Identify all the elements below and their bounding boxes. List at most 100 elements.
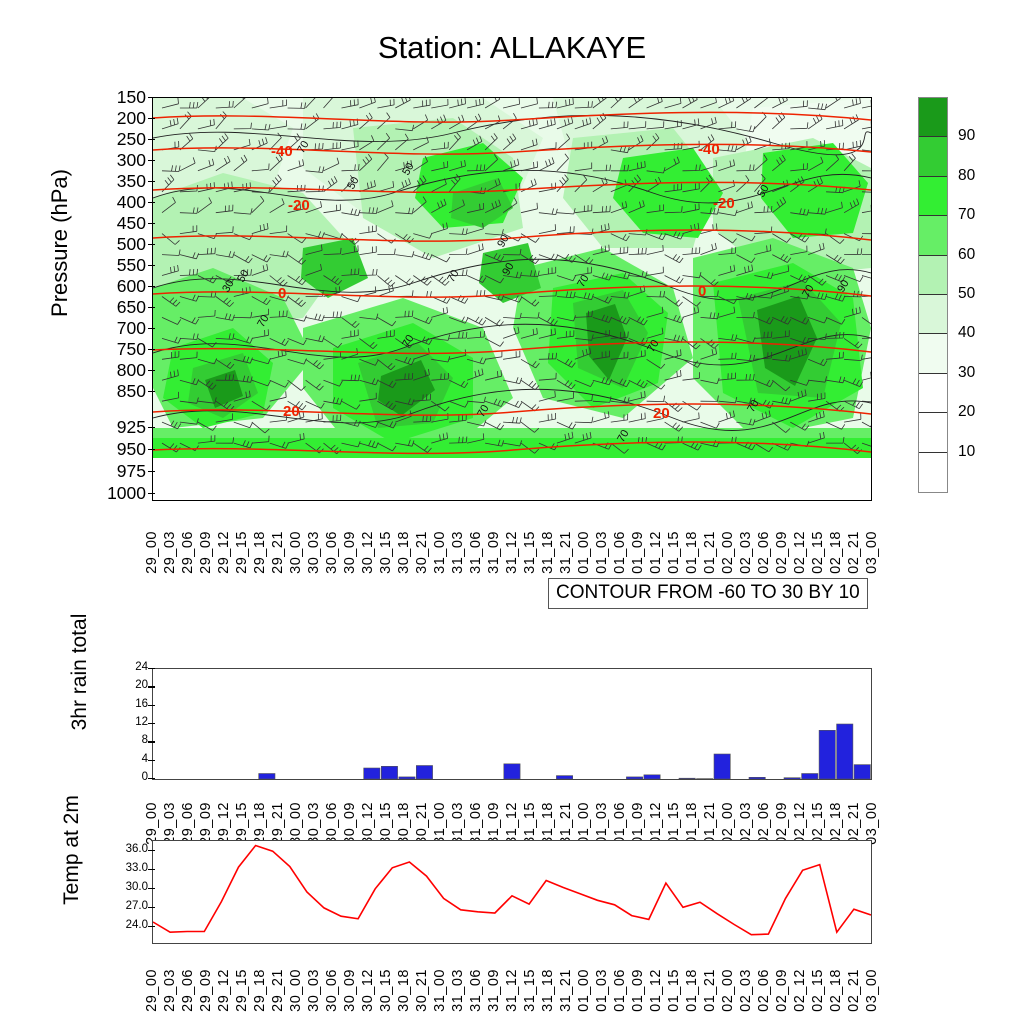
wind-barb [215, 275, 235, 284]
wind-barb [646, 441, 666, 451]
colorbar-label-20: 20 [958, 403, 976, 421]
wind-barb [520, 358, 540, 369]
wind-barb [682, 441, 702, 451]
time-tick-main-30_18: 30_18 [396, 531, 412, 574]
wind-barb [610, 98, 623, 109]
time-tick-rain-29_09: 29_09 [198, 802, 214, 845]
wind-barb [431, 400, 450, 412]
wind-barb [790, 293, 810, 300]
wind-barb [449, 331, 468, 339]
wind-barb [664, 231, 684, 240]
time-tick-temp-02_09: 02_09 [774, 969, 790, 1012]
rain-tick-8: 8 [141, 734, 148, 747]
temp-tick-33.0: 33.0 [125, 861, 148, 874]
time-tick-main-31_18: 31_18 [540, 531, 556, 574]
wind-barb [826, 119, 844, 130]
wind-barb [628, 121, 647, 130]
wind-barb [431, 413, 449, 423]
time-tick-temp-01_21: 01_21 [702, 969, 718, 1012]
wind-barb [682, 118, 700, 130]
wind-barb [251, 379, 271, 387]
time-tick-main-31_03: 31_03 [450, 531, 466, 574]
wind-barb [718, 247, 737, 255]
wind-barb [825, 293, 846, 302]
wind-barb [215, 313, 235, 321]
wind-barb [305, 185, 324, 193]
wind-barb [215, 400, 235, 412]
wind-barb [359, 153, 373, 172]
wind-barb [467, 202, 485, 214]
wind-barb [251, 163, 270, 172]
rain-tick-mark [148, 686, 155, 688]
wind-barb [251, 329, 269, 339]
wind-barb [215, 413, 233, 423]
time-tick-rain-31_12: 31_12 [504, 802, 520, 845]
wind-barb [179, 418, 199, 425]
wind-barb [503, 271, 522, 279]
pressure-tick-mark [148, 493, 155, 495]
rain-tick-20: 20 [135, 679, 148, 692]
temp-tick-27.0: 27.0 [125, 899, 148, 912]
wind-barb [574, 141, 593, 151]
wind-barb [413, 275, 432, 286]
wind-barb [826, 331, 845, 339]
wind-barb [413, 442, 432, 453]
rain-tick-mark [148, 759, 155, 761]
wind-barb [861, 170, 871, 172]
wind-barb [556, 98, 574, 109]
wind-barb [736, 354, 756, 362]
wind-barb [287, 315, 307, 322]
wind-barb [233, 208, 253, 215]
wind-barb [825, 273, 846, 283]
wind-barb [251, 421, 270, 434]
wind-barb [359, 246, 377, 255]
wind-barb [736, 418, 756, 426]
time-axis-labels-rain: 29_00 29_03 29_06 29_09 29_12 29_15 29_18 29_21… [144, 783, 880, 845]
time-tick-rain-30_06: 30_06 [324, 802, 340, 845]
wind-barb [574, 254, 594, 265]
time-tick-temp-02_18: 02_18 [828, 969, 844, 1012]
wind-barb [323, 414, 342, 423]
wind-barb [395, 207, 414, 215]
rain-bar [801, 773, 819, 779]
wind-barb [574, 334, 594, 341]
wind-barb [395, 275, 414, 286]
rain-bar [258, 773, 276, 779]
wind-barb [395, 372, 414, 381]
wind-barb [574, 292, 594, 300]
rain-tick-labels: 0 4 8 12 16 20 24 [100, 660, 148, 788]
time-tick-main-01_06: 01_06 [612, 531, 628, 574]
time-tick-rain-01_06: 01_06 [612, 802, 628, 845]
wind-barb [503, 350, 521, 360]
wind-barb [269, 275, 288, 287]
wind-barb [251, 263, 269, 276]
wind-barb [233, 390, 251, 402]
wind-barb [377, 358, 396, 371]
wind-barb [251, 222, 269, 234]
wind-barb [736, 233, 756, 242]
wind-barb [682, 296, 701, 307]
wind-barb [718, 233, 737, 244]
humidity-contour-label: 90 [500, 261, 517, 278]
pressure-tick-labels: 150 200 250 300 350 400 450 500 550 600 650 700 750 8… [84, 88, 146, 501]
wind-barb [215, 333, 235, 340]
wind-barb [269, 414, 288, 423]
time-tick-temp-29_12: 29_12 [216, 969, 232, 1012]
wind-barb [359, 440, 379, 449]
time-tick-rain-02_21: 02_21 [846, 802, 862, 845]
wind-barb [359, 313, 379, 320]
wind-barb [808, 207, 827, 215]
wind-barb [754, 174, 766, 193]
time-tick-rain-01_15: 01_15 [666, 802, 682, 845]
wind-barb [503, 98, 520, 109]
wind-barb [646, 133, 660, 151]
time-tick-rain-01_00: 01_00 [576, 802, 592, 845]
time-tick-rain-30_12: 30_12 [360, 802, 376, 845]
wind-barb [736, 441, 756, 451]
humidity-contour-label: 70 [475, 403, 492, 420]
rain-bar [503, 763, 521, 779]
humidity-contour-label: 90 [835, 278, 852, 295]
wind-barb [700, 98, 717, 109]
wind-barb [682, 338, 701, 350]
wind-barb [861, 191, 871, 193]
